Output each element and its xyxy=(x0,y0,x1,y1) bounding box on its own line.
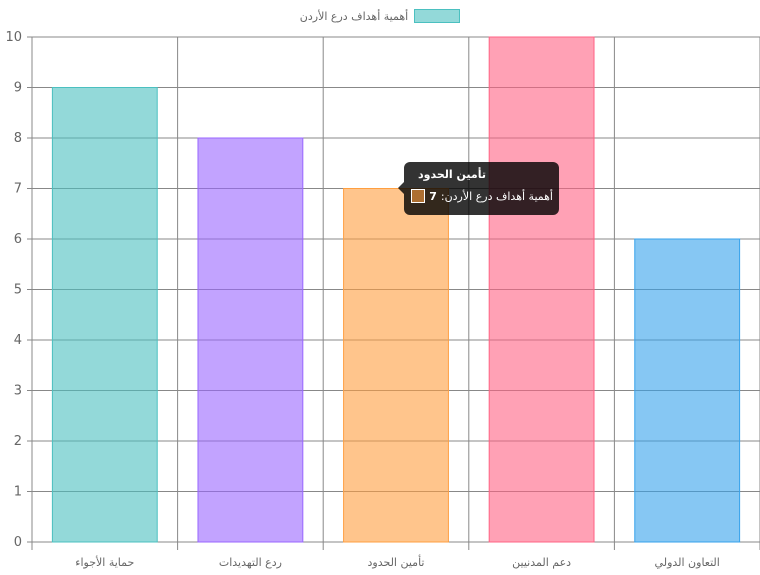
y-tick-label: 5 xyxy=(14,283,22,298)
x-tick-label: تأمين الحدود xyxy=(368,554,425,569)
tooltip-title: تأمين الحدود xyxy=(418,168,486,181)
y-tick-label: 9 xyxy=(14,81,22,96)
bar xyxy=(51,87,158,543)
x-tick-label: حماية الأجواء xyxy=(75,555,134,569)
bar xyxy=(634,238,741,543)
bar xyxy=(343,188,449,543)
tooltip: تأمين الحدود 7 أهمية أهداف درع الأردن: xyxy=(398,162,559,215)
y-tick-label: 6 xyxy=(14,232,22,247)
tooltip-swatch xyxy=(411,189,426,203)
y-tick-label: 0 xyxy=(14,535,22,550)
x-tick-label: ردع التهديدات xyxy=(219,556,282,569)
bar xyxy=(197,137,304,543)
legend[interactable]: أهمية أهداف درع الأردن xyxy=(0,9,760,23)
tooltip-value: 7 xyxy=(429,189,437,203)
y-tick-label: 8 xyxy=(14,131,22,146)
tooltip-label: أهمية أهداف درع الأردن: xyxy=(440,189,553,203)
y-tick-label: 10 xyxy=(5,30,22,45)
x-tick-label: التعاون الدولي xyxy=(655,556,720,569)
y-tick-label: 4 xyxy=(14,333,22,348)
bar xyxy=(488,36,595,543)
y-tick-label: 2 xyxy=(14,434,22,449)
legend-label: أهمية أهداف درع الأردن xyxy=(299,9,409,23)
y-tick-label: 1 xyxy=(14,485,22,500)
legend-swatch xyxy=(414,9,461,23)
y-tick-label: 3 xyxy=(14,384,22,399)
x-tick-label: دعم المدنيين xyxy=(512,556,571,569)
y-tick-label: 7 xyxy=(14,182,22,197)
